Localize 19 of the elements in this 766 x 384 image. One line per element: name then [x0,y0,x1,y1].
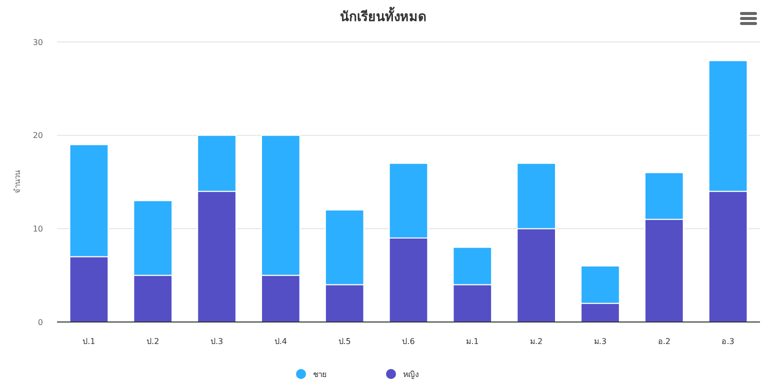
legend-label: หญิง [403,370,419,379]
x-tick-label: ม.2 [530,337,543,346]
x-tick-label: ป.2 [146,337,160,346]
x-tick-label: ม.1 [466,337,479,346]
x-tick-label: ป.3 [210,337,224,346]
y-tick-label: 30 [32,38,43,47]
y-tick-label: 10 [32,224,43,234]
y-axis-title: จำนวน [13,170,22,194]
x-tick-label: ป.4 [274,337,287,346]
x-tick-label: ป.5 [338,337,351,346]
x-tick-label: อ.2 [658,337,670,346]
chart-title: นักเรียนทั้งหมด [340,6,426,25]
legend-label: ชาย [313,370,327,379]
x-tick-label: ป.6 [402,337,415,346]
y-tick-label: 0 [38,318,43,327]
y-tick-label: 20 [32,131,43,140]
x-tick-label: ป.1 [82,337,96,346]
x-tick-label: ม.3 [594,337,607,346]
x-tick-label: อ.3 [722,337,734,346]
